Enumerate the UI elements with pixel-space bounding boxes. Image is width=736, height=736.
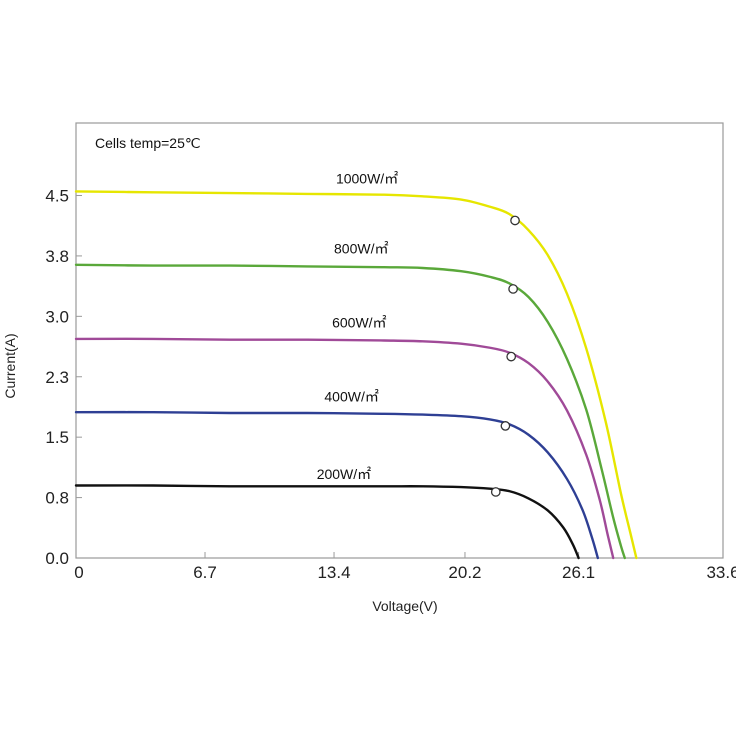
series-curve (74, 410, 600, 560)
x-tick-label: 20.2 (448, 563, 481, 582)
series-curves (74, 190, 638, 560)
series-label: 400W/㎡ (324, 389, 378, 405)
y-axis-title: Current(A) (2, 333, 18, 398)
plot-frame (75, 122, 724, 559)
series-curve (74, 190, 638, 560)
mpp-marker (506, 351, 517, 362)
series-curve (74, 484, 580, 560)
series-label: 200W/㎡ (317, 466, 371, 482)
y-tick-label: 0.8 (45, 489, 69, 508)
mpp-marker (508, 284, 518, 294)
x-tick-label: 13.4 (317, 563, 350, 582)
series-label: 800W/㎡ (334, 241, 388, 257)
y-tick-label: 3.8 (45, 247, 69, 266)
x-axis-title: Voltage(V) (372, 598, 437, 614)
y-tick-label: 0.0 (45, 549, 69, 568)
series-curve (74, 263, 626, 560)
mpp-marker (500, 421, 511, 431)
y-tick-label: 1.5 (45, 428, 69, 447)
y-tick-label: 3.0 (45, 307, 69, 326)
y-tick-label: 2.3 (45, 368, 69, 387)
x-tick-label: 33.6 (706, 563, 736, 582)
cells-temp-annotation: Cells temp=25℃ (95, 135, 201, 151)
x-tick-label: 6.7 (193, 563, 217, 582)
y-axis-ticks: 0.0 0.8 1.5 2.3 3.0 3.8 4.5 (45, 187, 82, 568)
y-tick-label: 4.5 (45, 187, 69, 206)
x-tick-label: 26.1 (562, 563, 595, 582)
series-label: 1000W/㎡ (336, 170, 398, 186)
max-power-points (490, 215, 520, 497)
series-curve (74, 337, 615, 560)
mpp-marker (510, 215, 520, 226)
x-axis-ticks: 0 6.7 13.4 20.2 26.1 33.6 (74, 552, 736, 582)
series-labels: 1000W/㎡ 800W/㎡ 600W/㎡ 400W/㎡ 200W/㎡ (317, 170, 399, 482)
x-tick-label: 0 (74, 563, 83, 582)
mpp-marker (490, 487, 501, 497)
series-label: 600W/㎡ (332, 315, 386, 331)
